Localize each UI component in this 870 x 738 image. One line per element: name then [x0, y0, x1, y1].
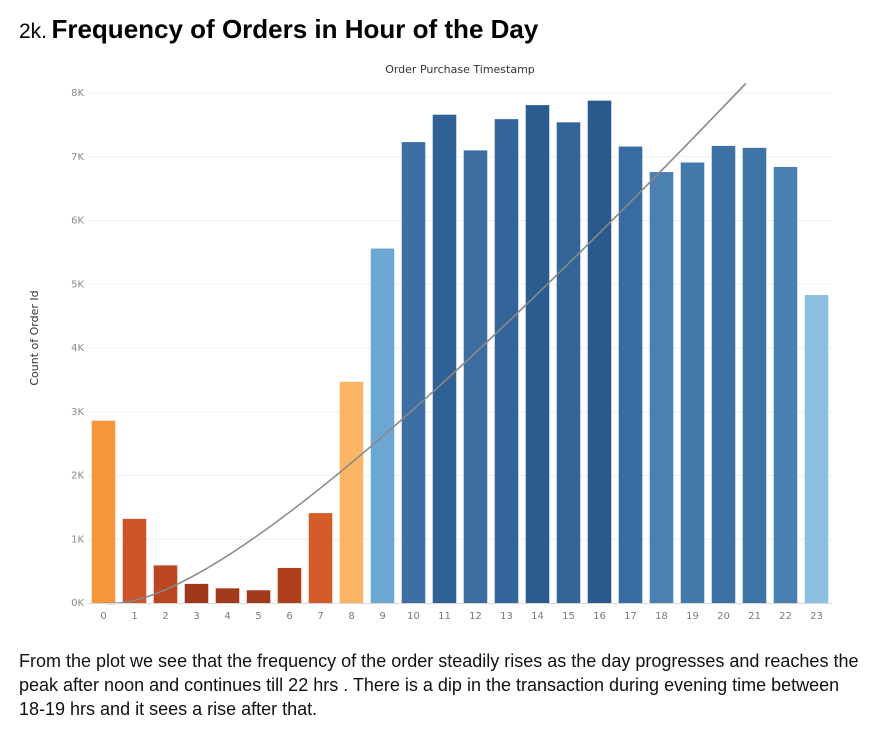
- x-tick-label: 3: [193, 611, 199, 622]
- y-tick-label: 6K: [71, 216, 84, 227]
- x-tick-label: 8: [348, 611, 354, 622]
- bar-hour-15: [556, 122, 581, 603]
- section-number: 2k.: [19, 20, 48, 43]
- bar-hour-16: [587, 100, 612, 604]
- bar-hour-14: [525, 105, 550, 604]
- description-text: From the plot we see that the frequency …: [19, 651, 859, 719]
- y-tick-label: 3K: [71, 407, 84, 418]
- x-tick-label: 17: [624, 611, 637, 622]
- bar-hour-3: [184, 583, 209, 603]
- x-tick-label: 12: [469, 611, 482, 622]
- bar-hour-13: [494, 119, 519, 603]
- trend-line: [103, 82, 747, 605]
- x-tick-label: 19: [686, 611, 699, 622]
- x-tick-label: 18: [655, 611, 668, 622]
- x-tick-label: 14: [531, 611, 544, 622]
- section-heading: 2k. Frequency of Orders in Hour of the D…: [19, 14, 538, 45]
- bar-hour-17: [618, 146, 643, 604]
- x-tick-label: 6: [286, 611, 292, 622]
- grid-lines: [88, 92, 832, 540]
- x-tick-label: 13: [500, 611, 513, 622]
- x-tick-label: 2: [162, 611, 168, 622]
- x-axis-ticks: 0 1 2 3 4 5 6 7 8 9 10 11 12 13 14 15 16 17 18 19 20 21 22 23: [100, 611, 823, 622]
- y-tick-label: 4K: [71, 343, 84, 354]
- section-title: Frequency of Orders in Hour of the Day: [51, 14, 539, 44]
- y-axis-label: Count of Order Id: [28, 290, 41, 385]
- bar-hour-7: [308, 513, 333, 603]
- x-tick-label: 20: [717, 611, 730, 622]
- y-tick-label: 5K: [71, 279, 84, 290]
- bar-hour-20: [711, 145, 736, 603]
- bar-hour-2: [153, 565, 178, 603]
- trend-curve: [103, 82, 747, 605]
- bars: [91, 100, 829, 604]
- x-tick-label: 0: [100, 611, 106, 622]
- bar-hour-22: [773, 166, 798, 603]
- bar-hour-0: [91, 420, 116, 603]
- bar-hour-5: [246, 590, 271, 603]
- bar-hour-19: [680, 162, 705, 604]
- bar-hour-4: [215, 588, 240, 603]
- bar-hour-21: [742, 147, 767, 603]
- bar-hour-9: [370, 248, 395, 604]
- bar-hour-18: [649, 172, 674, 604]
- y-tick-label: 1K: [71, 534, 84, 545]
- y-tick-label: 2K: [71, 471, 84, 482]
- x-tick-label: 4: [224, 611, 230, 622]
- x-tick-label: 1: [131, 611, 137, 622]
- bar-hour-11: [432, 114, 457, 604]
- bar-hour-23: [804, 295, 829, 603]
- chart-title: Order Purchase Timestamp: [385, 63, 535, 76]
- y-axis-ticks: 0K 1K 2K 3K 4K 5K 6K 7K 8K: [71, 88, 84, 609]
- bar-hour-8: [339, 381, 364, 603]
- y-tick-label: 0K: [71, 598, 84, 609]
- x-tick-label: 10: [407, 611, 420, 622]
- bar-hour-10: [401, 142, 426, 603]
- x-tick-label: 21: [748, 611, 761, 622]
- x-tick-label: 22: [779, 611, 792, 622]
- x-tick-label: 11: [438, 611, 451, 622]
- bar-hour-1: [122, 518, 147, 603]
- y-tick-label: 7K: [71, 152, 84, 163]
- x-tick-label: 5: [255, 611, 261, 622]
- bar-hour-12: [463, 150, 488, 603]
- y-tick-label: 8K: [71, 88, 84, 99]
- x-tick-label: 9: [379, 611, 385, 622]
- x-tick-label: 7: [317, 611, 323, 622]
- bar-hour-6: [277, 567, 302, 603]
- x-tick-label: 16: [593, 611, 606, 622]
- x-tick-label: 15: [562, 611, 575, 622]
- x-tick-label: 23: [810, 611, 823, 622]
